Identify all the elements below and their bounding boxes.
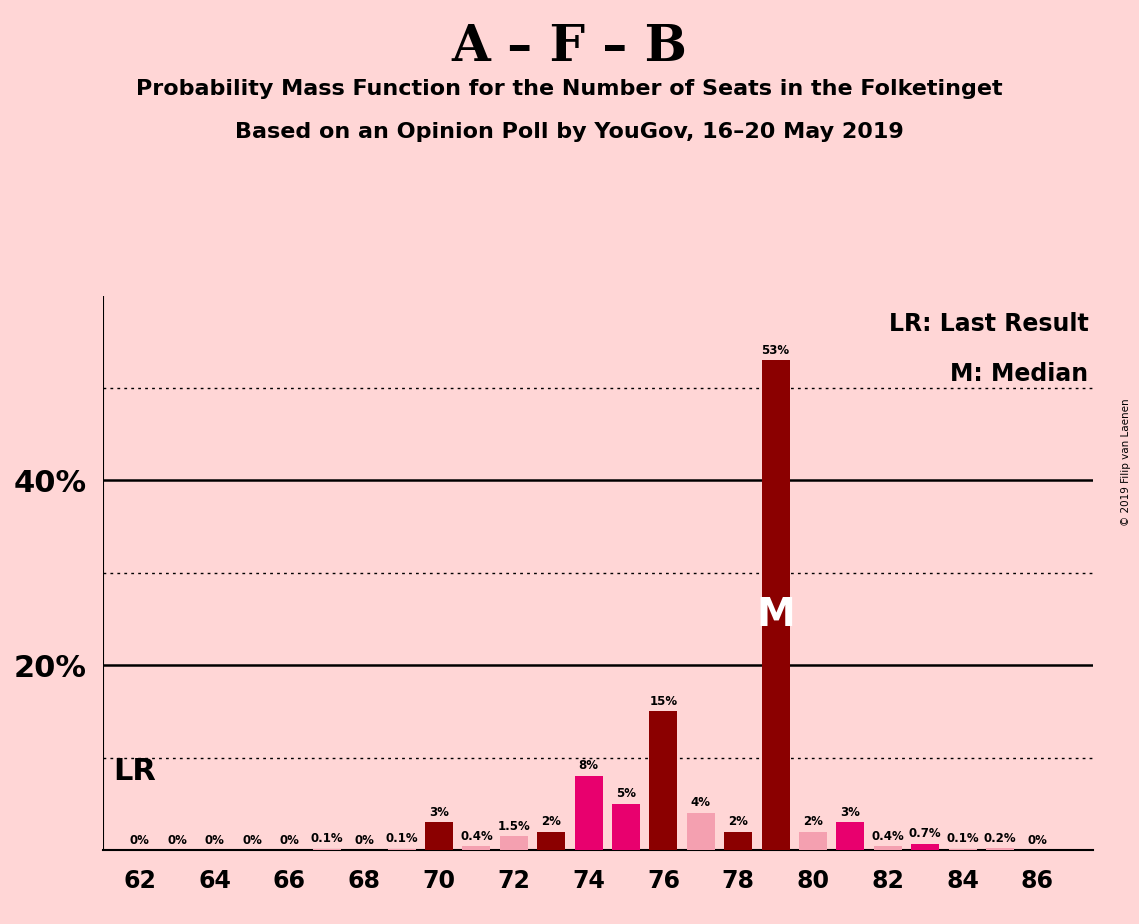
Text: 0.1%: 0.1% bbox=[311, 833, 343, 845]
Text: 1.5%: 1.5% bbox=[498, 820, 531, 833]
Bar bbox=[387, 849, 416, 850]
Bar bbox=[538, 832, 565, 850]
Text: 0%: 0% bbox=[243, 834, 262, 847]
Text: 0.1%: 0.1% bbox=[385, 833, 418, 845]
Bar bbox=[762, 360, 789, 850]
Bar bbox=[649, 711, 678, 850]
Text: 0%: 0% bbox=[354, 834, 375, 847]
Text: 15%: 15% bbox=[649, 695, 678, 708]
Text: Probability Mass Function for the Number of Seats in the Folketinget: Probability Mass Function for the Number… bbox=[137, 79, 1002, 99]
Bar bbox=[425, 822, 453, 850]
Bar bbox=[574, 776, 603, 850]
Text: 53%: 53% bbox=[762, 344, 789, 357]
Bar bbox=[724, 832, 752, 850]
Text: M: M bbox=[756, 596, 795, 634]
Text: A – F – B: A – F – B bbox=[451, 23, 688, 72]
Text: 0%: 0% bbox=[130, 834, 150, 847]
Text: © 2019 Filip van Laenen: © 2019 Filip van Laenen bbox=[1121, 398, 1131, 526]
Text: LR: LR bbox=[114, 757, 156, 786]
Text: 2%: 2% bbox=[728, 815, 748, 828]
Text: 0.2%: 0.2% bbox=[984, 832, 1016, 845]
Text: 0%: 0% bbox=[167, 834, 187, 847]
Text: 4%: 4% bbox=[691, 796, 711, 809]
Text: 0.1%: 0.1% bbox=[947, 833, 978, 845]
Text: 0%: 0% bbox=[279, 834, 300, 847]
Text: 0.7%: 0.7% bbox=[909, 827, 942, 840]
Bar bbox=[313, 849, 341, 850]
Bar bbox=[986, 848, 1014, 850]
Bar bbox=[500, 836, 527, 850]
Text: Based on an Opinion Poll by YouGov, 16–20 May 2019: Based on an Opinion Poll by YouGov, 16–2… bbox=[235, 122, 904, 142]
Bar bbox=[798, 832, 827, 850]
Text: 5%: 5% bbox=[616, 787, 636, 800]
Text: 3%: 3% bbox=[429, 806, 449, 819]
Text: 0%: 0% bbox=[1027, 834, 1047, 847]
Bar bbox=[911, 844, 940, 850]
Bar bbox=[874, 846, 902, 850]
Bar bbox=[836, 822, 865, 850]
Text: 0%: 0% bbox=[205, 834, 224, 847]
Text: LR: Last Result: LR: Last Result bbox=[888, 312, 1089, 336]
Text: 2%: 2% bbox=[803, 815, 822, 828]
Bar bbox=[687, 813, 715, 850]
Bar bbox=[612, 804, 640, 850]
Text: 0.4%: 0.4% bbox=[460, 830, 493, 843]
Text: 8%: 8% bbox=[579, 760, 599, 772]
Text: M: Median: M: Median bbox=[950, 362, 1089, 386]
Text: 0.4%: 0.4% bbox=[871, 830, 904, 843]
Text: 2%: 2% bbox=[541, 815, 562, 828]
Bar bbox=[949, 849, 976, 850]
Text: 3%: 3% bbox=[841, 806, 860, 819]
Bar bbox=[462, 846, 491, 850]
